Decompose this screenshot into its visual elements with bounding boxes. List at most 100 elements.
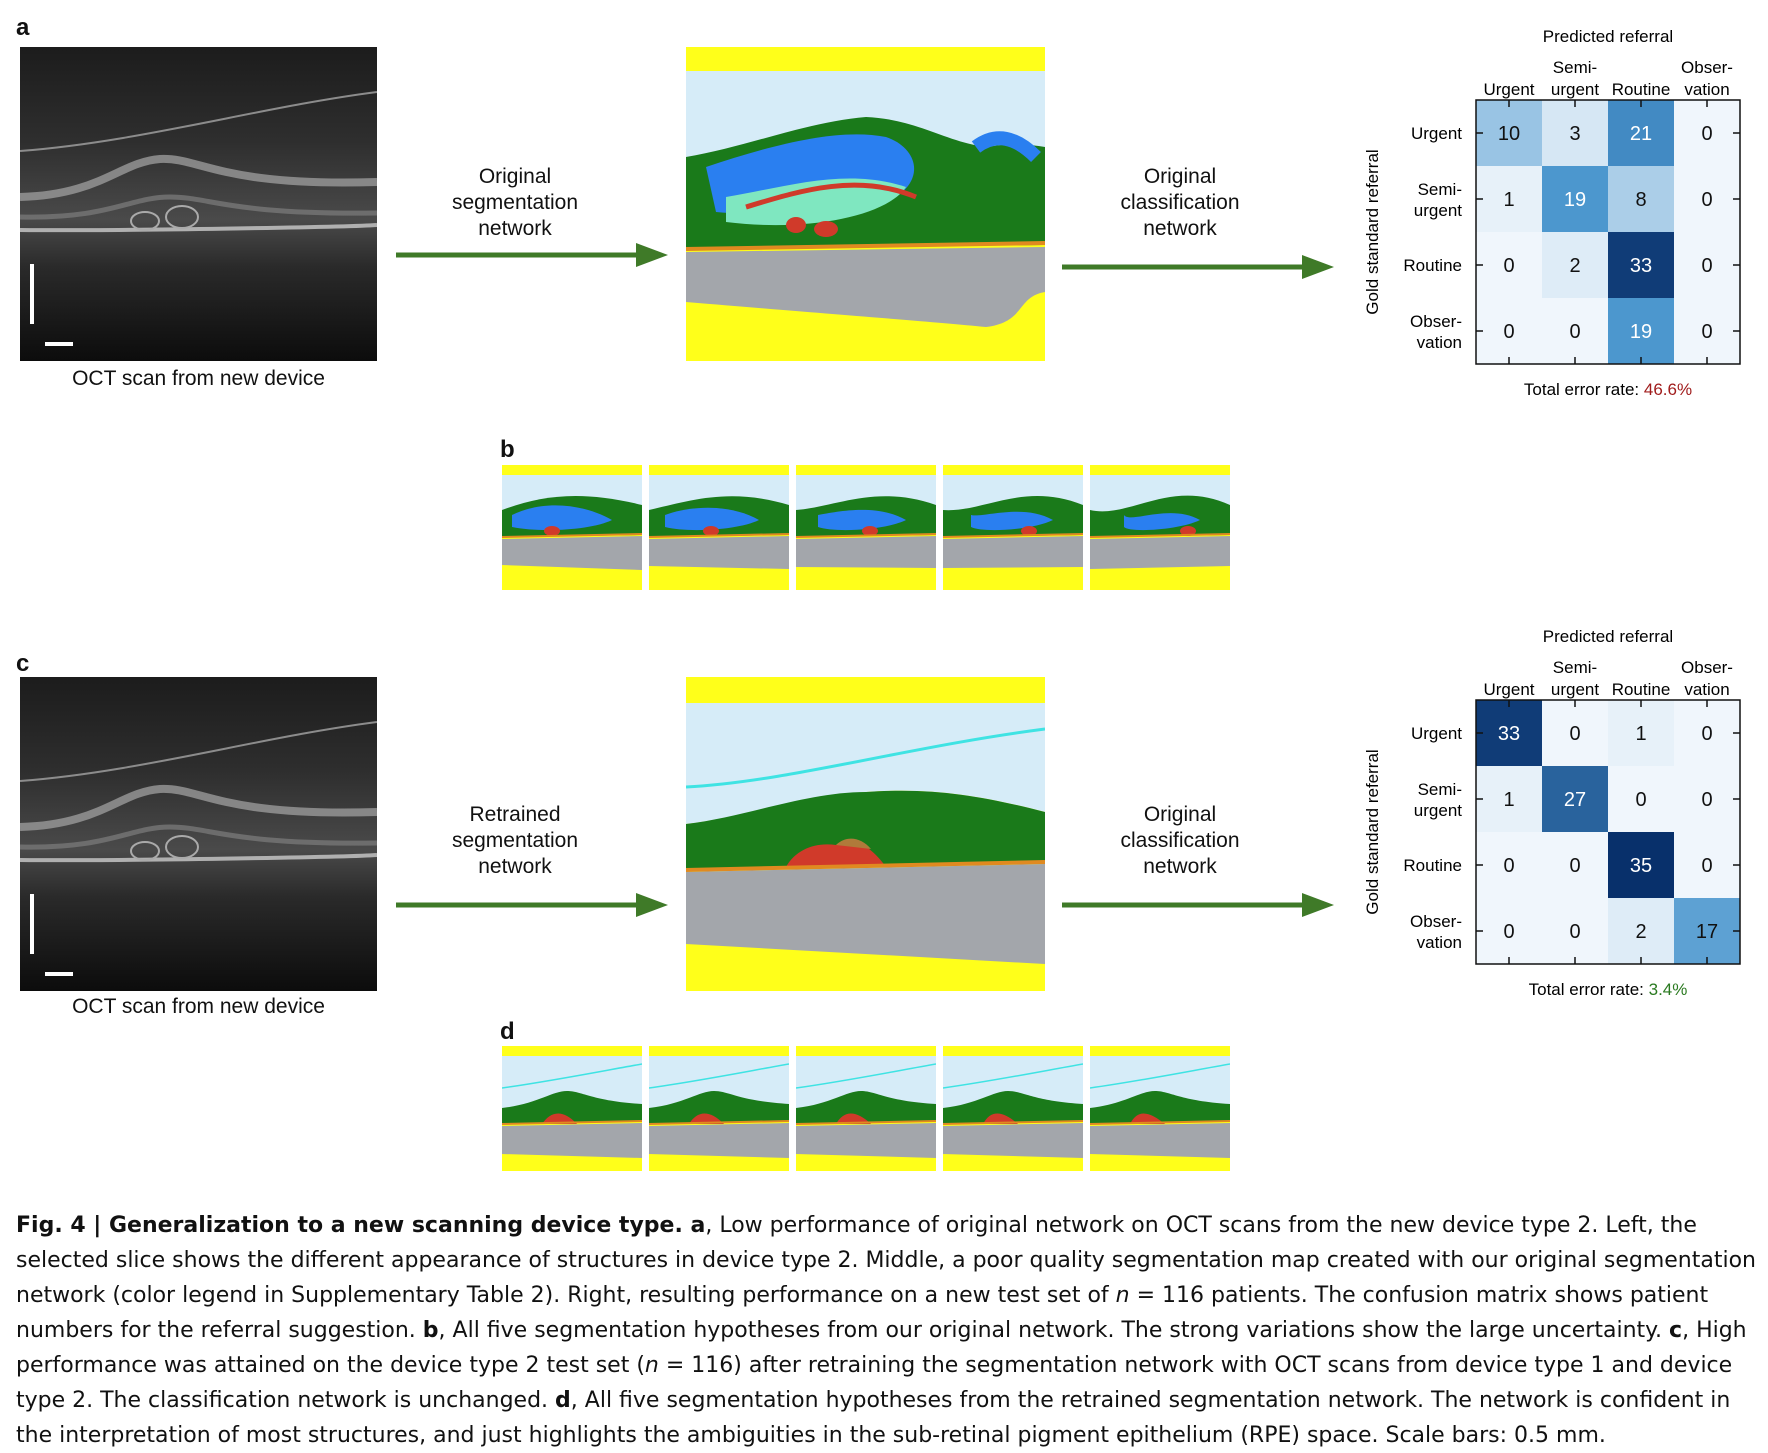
panel-letter-c: c <box>16 650 30 677</box>
arrow-head <box>1302 893 1334 917</box>
caption-lead: Fig. 4 | Generalization to a new scannin… <box>16 1213 691 1238</box>
caption-text-b: , All five segmentation hypotheses from … <box>438 1318 1670 1343</box>
column-label: Semi- <box>1553 658 1597 677</box>
panel-letter-a: a <box>16 14 30 41</box>
cell-value: 1 <box>1635 723 1646 745</box>
matrix-cell <box>1608 700 1674 766</box>
matrix-cell <box>1476 898 1542 964</box>
row-label: Routine <box>1403 256 1462 275</box>
caption-letter-d: d <box>555 1388 571 1413</box>
matrix-cell <box>1476 166 1542 232</box>
flow-arrows <box>396 243 1334 917</box>
caption-text-a: , Low performance of original network on… <box>16 1213 1756 1308</box>
figure-caption: Fig. 4 | Generalization to a new scannin… <box>16 1208 1756 1453</box>
flow-line: classification <box>1120 191 1240 214</box>
segmentation-hypothesis <box>1090 465 1230 590</box>
flow-line: classification <box>1120 829 1240 852</box>
matrix-frame <box>1475 99 1741 365</box>
error-rate-label: Total error rate: 3.4% <box>1529 980 1688 999</box>
cell-value: 0 <box>1701 255 1712 277</box>
oct-caption-a: OCT scan from new device <box>72 367 325 390</box>
cell-value: 2 <box>1635 921 1646 943</box>
error-rate-prefix: Total error rate: <box>1529 980 1649 999</box>
y-axis-label: Gold standard referral <box>1363 149 1382 314</box>
flow-label-a-seg: Original segmentation network <box>420 164 610 242</box>
flow-label-c-cls: Original classification network <box>1085 802 1275 880</box>
cell-value: 33 <box>1630 255 1652 277</box>
cell-value: 0 <box>1701 321 1712 343</box>
error-rate-value: 46.6% <box>1644 380 1692 399</box>
matrix-cell <box>1542 766 1608 832</box>
cell-value: 0 <box>1635 789 1646 811</box>
matrix-cell <box>1674 298 1740 364</box>
arrow-head <box>1302 255 1334 279</box>
matrix-cell <box>1542 298 1608 364</box>
segmentation-hypothesis <box>649 1046 789 1171</box>
cell-value: 0 <box>1503 855 1514 877</box>
matrix-cell <box>1542 232 1608 298</box>
cell-value: 33 <box>1498 723 1520 745</box>
matrix-title: Predicted referral <box>1543 627 1673 646</box>
matrix-cell <box>1674 166 1740 232</box>
caption-n-value: = 116 patients. The confusion matrix sho… <box>16 1283 1709 1343</box>
panel-letter-d: d <box>500 1018 515 1045</box>
flow-line: Original <box>478 165 552 188</box>
y-axis-label: Gold standard referral <box>1363 749 1382 914</box>
matrix-cell <box>1542 700 1608 766</box>
matrix-cell <box>1674 700 1740 766</box>
matrix-cell <box>1674 832 1740 898</box>
column-label: Urgent <box>1483 80 1534 99</box>
row-label: Urgent <box>1411 124 1462 143</box>
row-label: Semi- <box>1418 180 1462 199</box>
matrix-cell <box>1674 898 1740 964</box>
cell-value: 1 <box>1503 789 1514 811</box>
caption-n: n <box>1115 1283 1130 1308</box>
column-label: Semi- <box>1553 58 1597 77</box>
matrix-cell <box>1608 766 1674 832</box>
caption-n: n <box>644 1353 659 1378</box>
row-label: vation <box>1417 933 1462 952</box>
matrix-cell <box>1674 232 1740 298</box>
matrix-cell <box>1674 766 1740 832</box>
flow-line: segmentation <box>451 829 579 852</box>
cell-value: 0 <box>1503 255 1514 277</box>
matrix-cell <box>1476 232 1542 298</box>
flow-line: Retrained <box>469 803 561 826</box>
cell-value: 3 <box>1569 123 1580 145</box>
cell-value: 19 <box>1564 189 1586 211</box>
cell-value: 0 <box>1503 921 1514 943</box>
matrix-cell <box>1608 898 1674 964</box>
caption-text-c: , High performance was attained on the d… <box>16 1318 1747 1378</box>
matrix-frame <box>1475 699 1741 965</box>
cell-value: 2 <box>1569 255 1580 277</box>
caption-letter-c: c <box>1669 1318 1683 1343</box>
row-label: Obser- <box>1410 312 1462 331</box>
matrix-cell <box>1542 832 1608 898</box>
cell-value: 0 <box>1569 921 1580 943</box>
segmentation-map-c <box>686 677 1045 991</box>
row-label: urgent <box>1414 201 1462 220</box>
matrix-cell <box>1542 898 1608 964</box>
oct-caption-c: OCT scan from new device <box>72 995 325 1018</box>
cell-value: 35 <box>1630 855 1652 877</box>
arrow-head <box>636 893 668 917</box>
column-label: urgent <box>1551 80 1599 99</box>
matrix-cell <box>1608 232 1674 298</box>
confusion-matrix-a: Predicted referral Urgent Semi-urgent Routi… <box>1363 27 1741 399</box>
flow-label-a-cls: Original classification network <box>1085 164 1275 242</box>
flow-label-c-seg: Retrained segmentation network <box>420 802 610 880</box>
cell-value: 21 <box>1630 123 1652 145</box>
row-label: Urgent <box>1411 724 1462 743</box>
flow-line: network <box>478 855 552 878</box>
error-rate-prefix: Total error rate: <box>1524 380 1644 399</box>
error-rate-label: Total error rate: 46.6% <box>1524 380 1692 399</box>
row-label: urgent <box>1414 801 1462 820</box>
column-label: vation <box>1684 680 1729 699</box>
segmentation-hypothesis <box>943 1046 1083 1171</box>
column-label: Routine <box>1612 680 1671 699</box>
segmentation-hypothesis <box>502 465 642 590</box>
cell-value: 0 <box>1503 321 1514 343</box>
cell-value: 8 <box>1635 189 1646 211</box>
flow-line: network <box>478 217 552 240</box>
column-label: Obser- <box>1681 658 1733 677</box>
